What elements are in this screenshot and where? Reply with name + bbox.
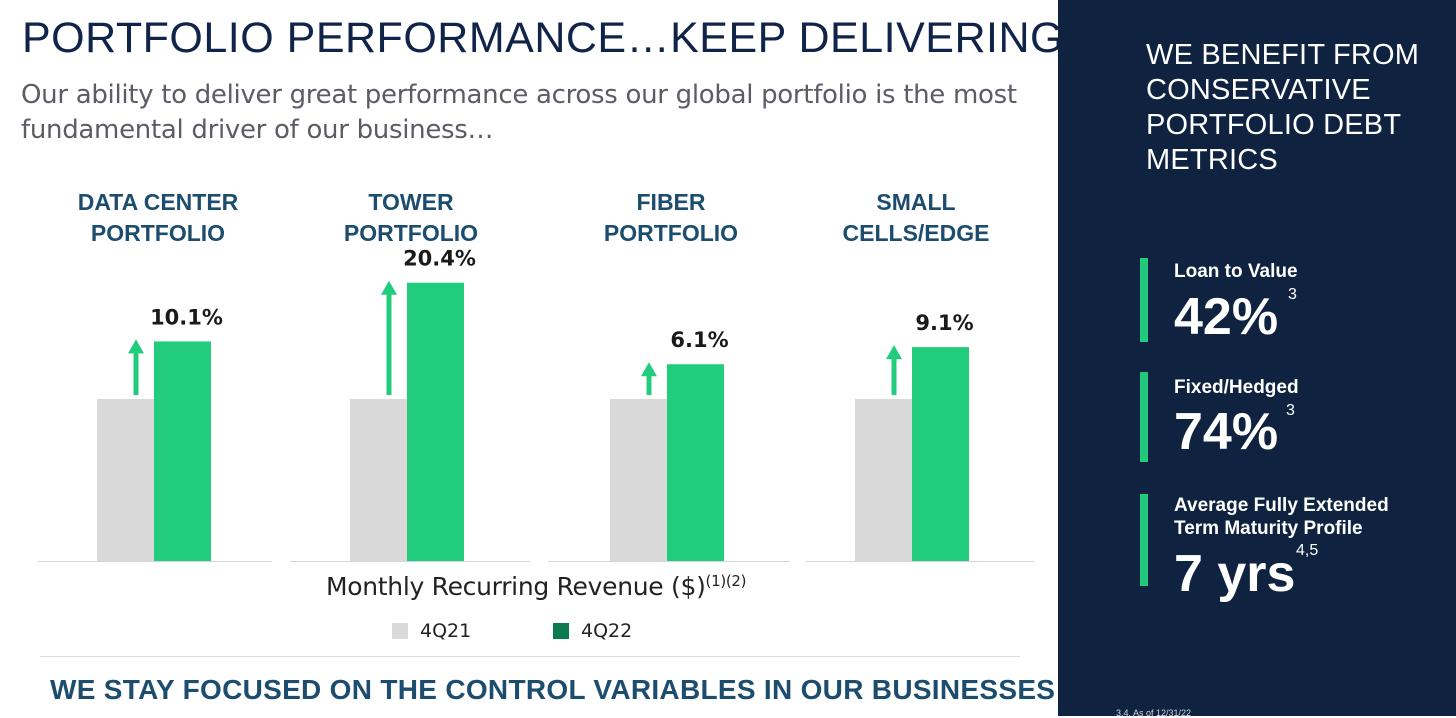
legend-item-4q22: 4Q22 [553,620,632,642]
chart-caption: Monthly Recurring Revenue ($)(1)(2) [326,572,747,601]
chart-caption-footnote: (1)(2) [705,572,747,590]
growth-arrow-head [381,280,397,295]
metric-label: Average Fully Extended Term Maturity Pro… [1174,495,1389,539]
panel-label-line: CELLS/EDGE [843,220,990,246]
metric-footnote: 4,5 [1296,542,1319,559]
chart-caption-text: Monthly Recurring Revenue ($) [326,572,706,601]
panel-label-line: PORTFOLIO [344,220,478,246]
panel-label-line: TOWER [368,189,454,215]
panel-label-line: FIBER [637,189,706,215]
growth-value-label: 9.1% [915,311,973,335]
bottom-divider [40,656,1020,657]
panel-label-line: DATA CENTER [78,189,239,215]
bottom-banner: WE STAY FOCUSED ON THE CONTROL VARIABLES… [50,674,1056,705]
growth-value-label: 6.1% [670,328,728,352]
panel-label-line: SMALL [876,189,955,215]
metric-accent-bar [1140,494,1148,586]
legend-swatch-4q21 [392,623,408,639]
metric-value: 7 yrs [1174,545,1296,603]
legend-label-4q21: 4Q21 [420,620,472,642]
bar-4q22 [407,282,464,561]
bar-4q21 [855,399,912,561]
panel-label-line: PORTFOLIO [91,220,225,246]
panel-label: FIBER PORTFOLIO [604,189,738,246]
side-panel-title: WE BENEFIT FROM CONSERVATIVE PORTFOLIO D… [1146,39,1420,176]
metric-value: 74% [1174,403,1279,461]
growth-value-label: 10.1% [150,305,223,329]
panel-label: TOWER PORTFOLIO [344,189,478,246]
bar-4q22 [667,364,724,561]
growth-arrow-head [641,362,657,377]
legend-item-4q21: 4Q21 [392,620,471,642]
metric-footnote: 3 [1286,402,1295,419]
metric-label: Loan to Value [1174,261,1298,282]
panel-label-line: PORTFOLIO [604,220,738,246]
metric-label: Fixed/Hedged [1174,377,1299,398]
metric-footnote: 3 [1288,286,1297,303]
legend-swatch-4q22 [553,623,569,639]
side-panel: WE BENEFIT FROM CONSERVATIVE PORTFOLIO D… [1058,0,1456,718]
bar-4q22 [912,347,969,561]
metric-accent-bar [1140,372,1148,462]
panel-label: SMALL CELLS/EDGE [843,189,990,246]
bar-4q21 [97,399,154,561]
side-panel-footnote: 3.4. As of 12/31/22 [1116,708,1192,718]
panel-label: DATA CENTER PORTFOLIO [78,189,239,246]
bar-4q22 [154,341,211,561]
bar-4q21 [350,399,407,561]
page-subtitle: Our ability to deliver great performance… [21,80,1017,145]
growth-value-label: 20.4% [403,247,476,271]
bar-4q21 [610,399,667,561]
growth-arrow-head [886,345,902,360]
legend-label-4q22: 4Q22 [581,620,633,642]
page-title: PORTFOLIO PERFORMANCE…KEEP DELIVERING [22,14,1064,62]
metric-accent-bar [1140,258,1148,342]
growth-arrow-head [128,339,144,354]
metric-value: 42% [1174,288,1279,346]
